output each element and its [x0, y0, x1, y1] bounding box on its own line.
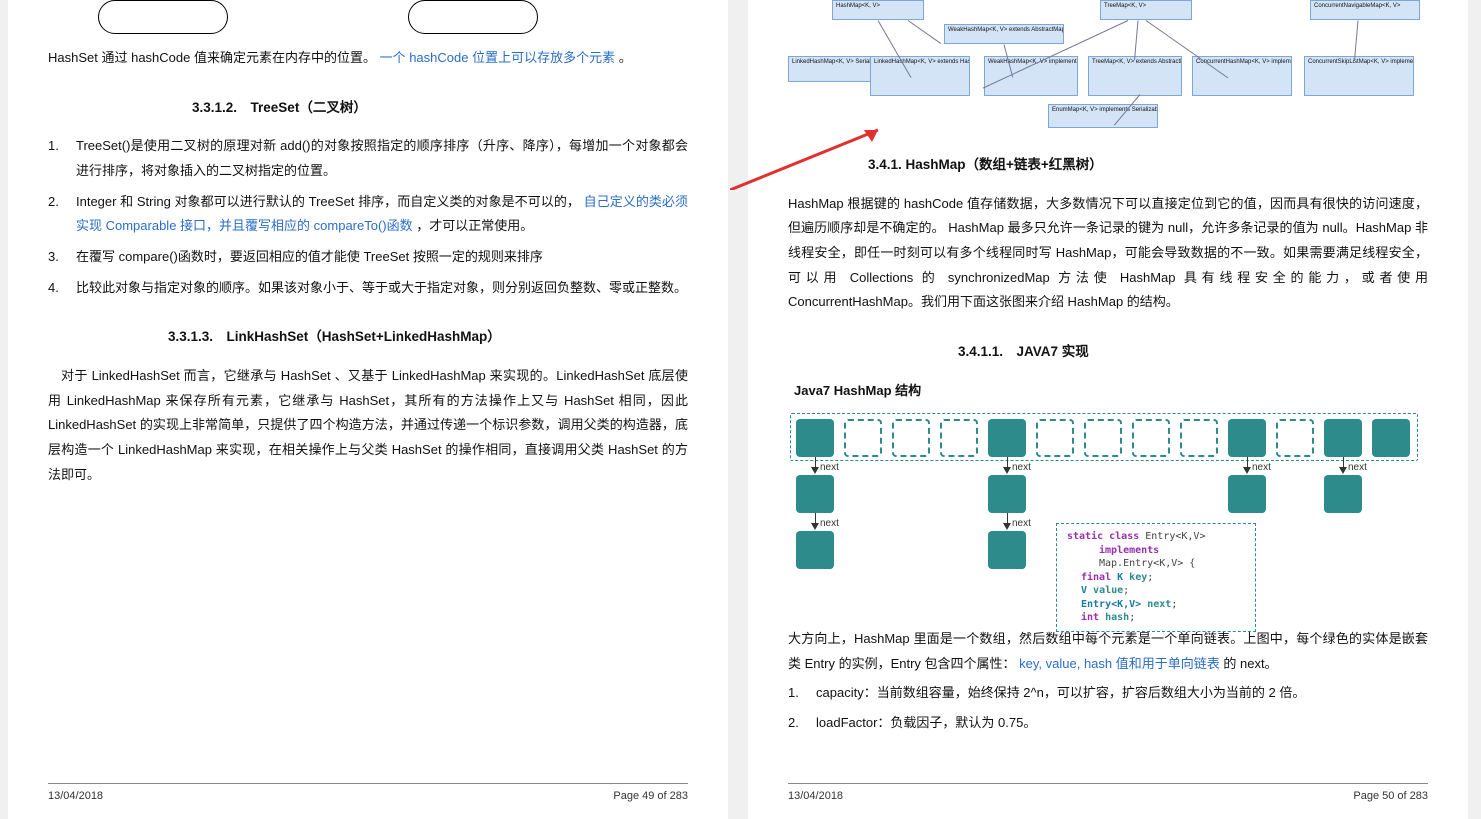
uml-box: TreeMap<K, V> [1100, 0, 1192, 20]
uml-line [1354, 20, 1358, 60]
slot-empty [1084, 419, 1122, 457]
uml-box: ConcurrentSkipListMap<K, V> implements C… [1304, 56, 1414, 96]
page-49: HashSet 通过 hashCode 值来确定元素在内存中的位置。 一个 ha… [8, 0, 728, 819]
list-item: 在覆写 compare()函数时，要返回相应的值才能使 TreeSet 按照一定… [76, 245, 688, 270]
footer-date: 13/04/2018 [788, 786, 843, 807]
text: 在覆写 compare()函数时，要返回相应的值才能使 TreeSet 按照一定… [76, 249, 543, 264]
down-arrow-icon [1339, 467, 1347, 474]
heading-linkhashset: 3.3.1.3. LinkHashSet（HashSet+LinkedHashM… [48, 324, 688, 350]
slot-empty [892, 419, 930, 457]
down-arrow-icon [1003, 467, 1011, 474]
uml-box: WeakHashMap<K, V> extends AbstractMap [944, 24, 1064, 44]
text: ; [1171, 599, 1177, 610]
uml-box: TreeMap<K, V> extends AbstractMap Naviga… [1088, 56, 1182, 96]
list-item: 比较此对象与指定对象的顺序。如果该对象小于、等于或大于指定对象，则分别返回负整数… [76, 276, 688, 301]
text: ; [1123, 585, 1129, 596]
fld: key [1129, 572, 1147, 583]
fld: value [1093, 585, 1123, 596]
link-entry-props: key, value, hash 值和用于单向链表 [1019, 656, 1220, 671]
slot-empty [1180, 419, 1218, 457]
chain-node [1324, 475, 1362, 513]
text: capacity：当前数组容量，始终保持 2^n，可以扩容，扩容后数组大小为当前… [816, 685, 1305, 700]
text: Entry<K,V> [1139, 531, 1205, 542]
hashmap-fig-title: Java7 HashMap 结构 [794, 379, 1428, 404]
down-arrow-icon [811, 467, 819, 474]
typ: Entry<K,V> [1081, 599, 1147, 610]
footer-page: Page 50 of 283 [1353, 786, 1428, 807]
kw: static class [1067, 531, 1139, 542]
text: TreeSet()是使用二叉树的原理对新 add()的对象按照指定的顺序排序（升… [76, 138, 688, 178]
slot-empty [1132, 419, 1170, 457]
uml-diagram: HashMap<K, V> TreeMap<K, V> ConcurrentNavi… [788, 0, 1428, 128]
chain-node [796, 531, 834, 569]
typ: V [1081, 585, 1093, 596]
uml-box: ConcurrentNavigableMap<K, V> [1310, 0, 1420, 20]
text: 。 [619, 50, 632, 65]
slot-filled [1372, 419, 1410, 457]
uml-box: LinkedHashMap<K, V> extends HashMap impl… [870, 56, 970, 96]
typ: K [1117, 572, 1129, 583]
page-footer: 13/04/2018 Page 49 of 283 [48, 783, 688, 807]
text: ，才可以正常使用。 [416, 218, 533, 233]
text: HashSet 通过 hashCode 值来确定元素在内存中的位置。 [48, 50, 376, 65]
fld: hash [1105, 612, 1129, 623]
slot-filled [1228, 419, 1266, 457]
uml-box: EnumMap<K, V> implements Serializable Cl… [1048, 104, 1158, 128]
down-arrow-icon [811, 523, 819, 530]
text: loadFactor：负载因子，默认为 0.75。 [816, 715, 1036, 730]
oval-diagram [48, 0, 688, 34]
slot-empty [1276, 419, 1314, 457]
text: ; [1147, 572, 1153, 583]
heading-treeset: 3.3.1.2. TreeSet（二叉树） [48, 95, 688, 121]
fld: next [1147, 599, 1171, 610]
heading-java7: 3.4.1.1. JAVA7 实现 [788, 339, 1428, 365]
footer-page: Page 49 of 283 [613, 786, 688, 807]
list-item: TreeSet()是使用二叉树的原理对新 add()的对象按照指定的顺序排序（升… [76, 134, 688, 183]
linkhashset-para: 对于 LinkedHashSet 而言，它继承与 HashSet 、又基于 Li… [48, 364, 688, 487]
chain-node [988, 531, 1026, 569]
text: 比较此对象与指定对象的顺序。如果该对象小于、等于或大于指定对象，则分别返回负整数… [76, 280, 687, 295]
slot-filled [1324, 419, 1362, 457]
list-item: capacity：当前数组容量，始终保持 2^n，可以扩容，扩容后数组大小为当前… [816, 681, 1428, 706]
slot-filled [988, 419, 1026, 457]
text: Integer 和 String 对象都可以进行默认的 TreeSet 排序，而… [76, 194, 580, 209]
slot-empty [1036, 419, 1074, 457]
text: ; [1129, 612, 1135, 623]
chain-node [1228, 475, 1266, 513]
uml-line [1134, 20, 1138, 60]
down-arrow-icon [1003, 523, 1011, 530]
chain-node [988, 475, 1026, 513]
uml-box: HashMap<K, V> [832, 0, 924, 20]
slot-empty [844, 419, 882, 457]
treeset-list: TreeSet()是使用二叉树的原理对新 add()的对象按照指定的顺序排序（升… [48, 134, 688, 300]
page-footer: 13/04/2018 Page 50 of 283 [788, 783, 1428, 807]
oval-2 [408, 0, 538, 34]
hashset-intro: HashSet 通过 hashCode 值来确定元素在内存中的位置。 一个 ha… [48, 46, 688, 71]
kw: final [1081, 572, 1117, 583]
text: 的 next。 [1223, 656, 1277, 671]
slot-filled [796, 419, 834, 457]
kw: implements [1099, 545, 1159, 556]
footer-date: 13/04/2018 [48, 786, 103, 807]
hashmap-bottom-para: 大方向上，HashMap 里面是一个数组，然后数组中每个元素是一个单向链表。上图… [788, 627, 1428, 676]
hashmap-figure: static class Entry<K,V> implements Map.E… [788, 413, 1428, 613]
hashmap-props-list: capacity：当前数组容量，始终保持 2^n，可以扩容，扩容后数组大小为当前… [788, 681, 1428, 736]
oval-1 [98, 0, 228, 34]
down-arrow-icon [1243, 467, 1251, 474]
heading-hashmap: 3.4.1. HashMap（数组+链表+红黑树） [788, 152, 1428, 178]
slot-empty [940, 419, 978, 457]
page-50: HashMap<K, V> TreeMap<K, V> ConcurrentNavi… [748, 0, 1468, 819]
uml-line [908, 20, 941, 44]
link-hashcode: 一个 hashCode 位置上可以存放多个元素 [380, 50, 616, 65]
list-item: loadFactor：负载因子，默认为 0.75。 [816, 711, 1428, 736]
list-item: Integer 和 String 对象都可以进行默认的 TreeSet 排序，而… [76, 190, 688, 239]
hashmap-para: HashMap 根据键的 hashCode 值存储数据，大多数情况下可以直接定位… [788, 192, 1428, 315]
kw: int [1081, 612, 1105, 623]
chain-node [796, 475, 834, 513]
text: Map.Entry<K,V> { [1099, 558, 1195, 569]
uml-box: WeakHashMap<K, V> implements Map [984, 56, 1078, 96]
entry-code-box: static class Entry<K,V> implements Map.E… [1056, 523, 1256, 632]
